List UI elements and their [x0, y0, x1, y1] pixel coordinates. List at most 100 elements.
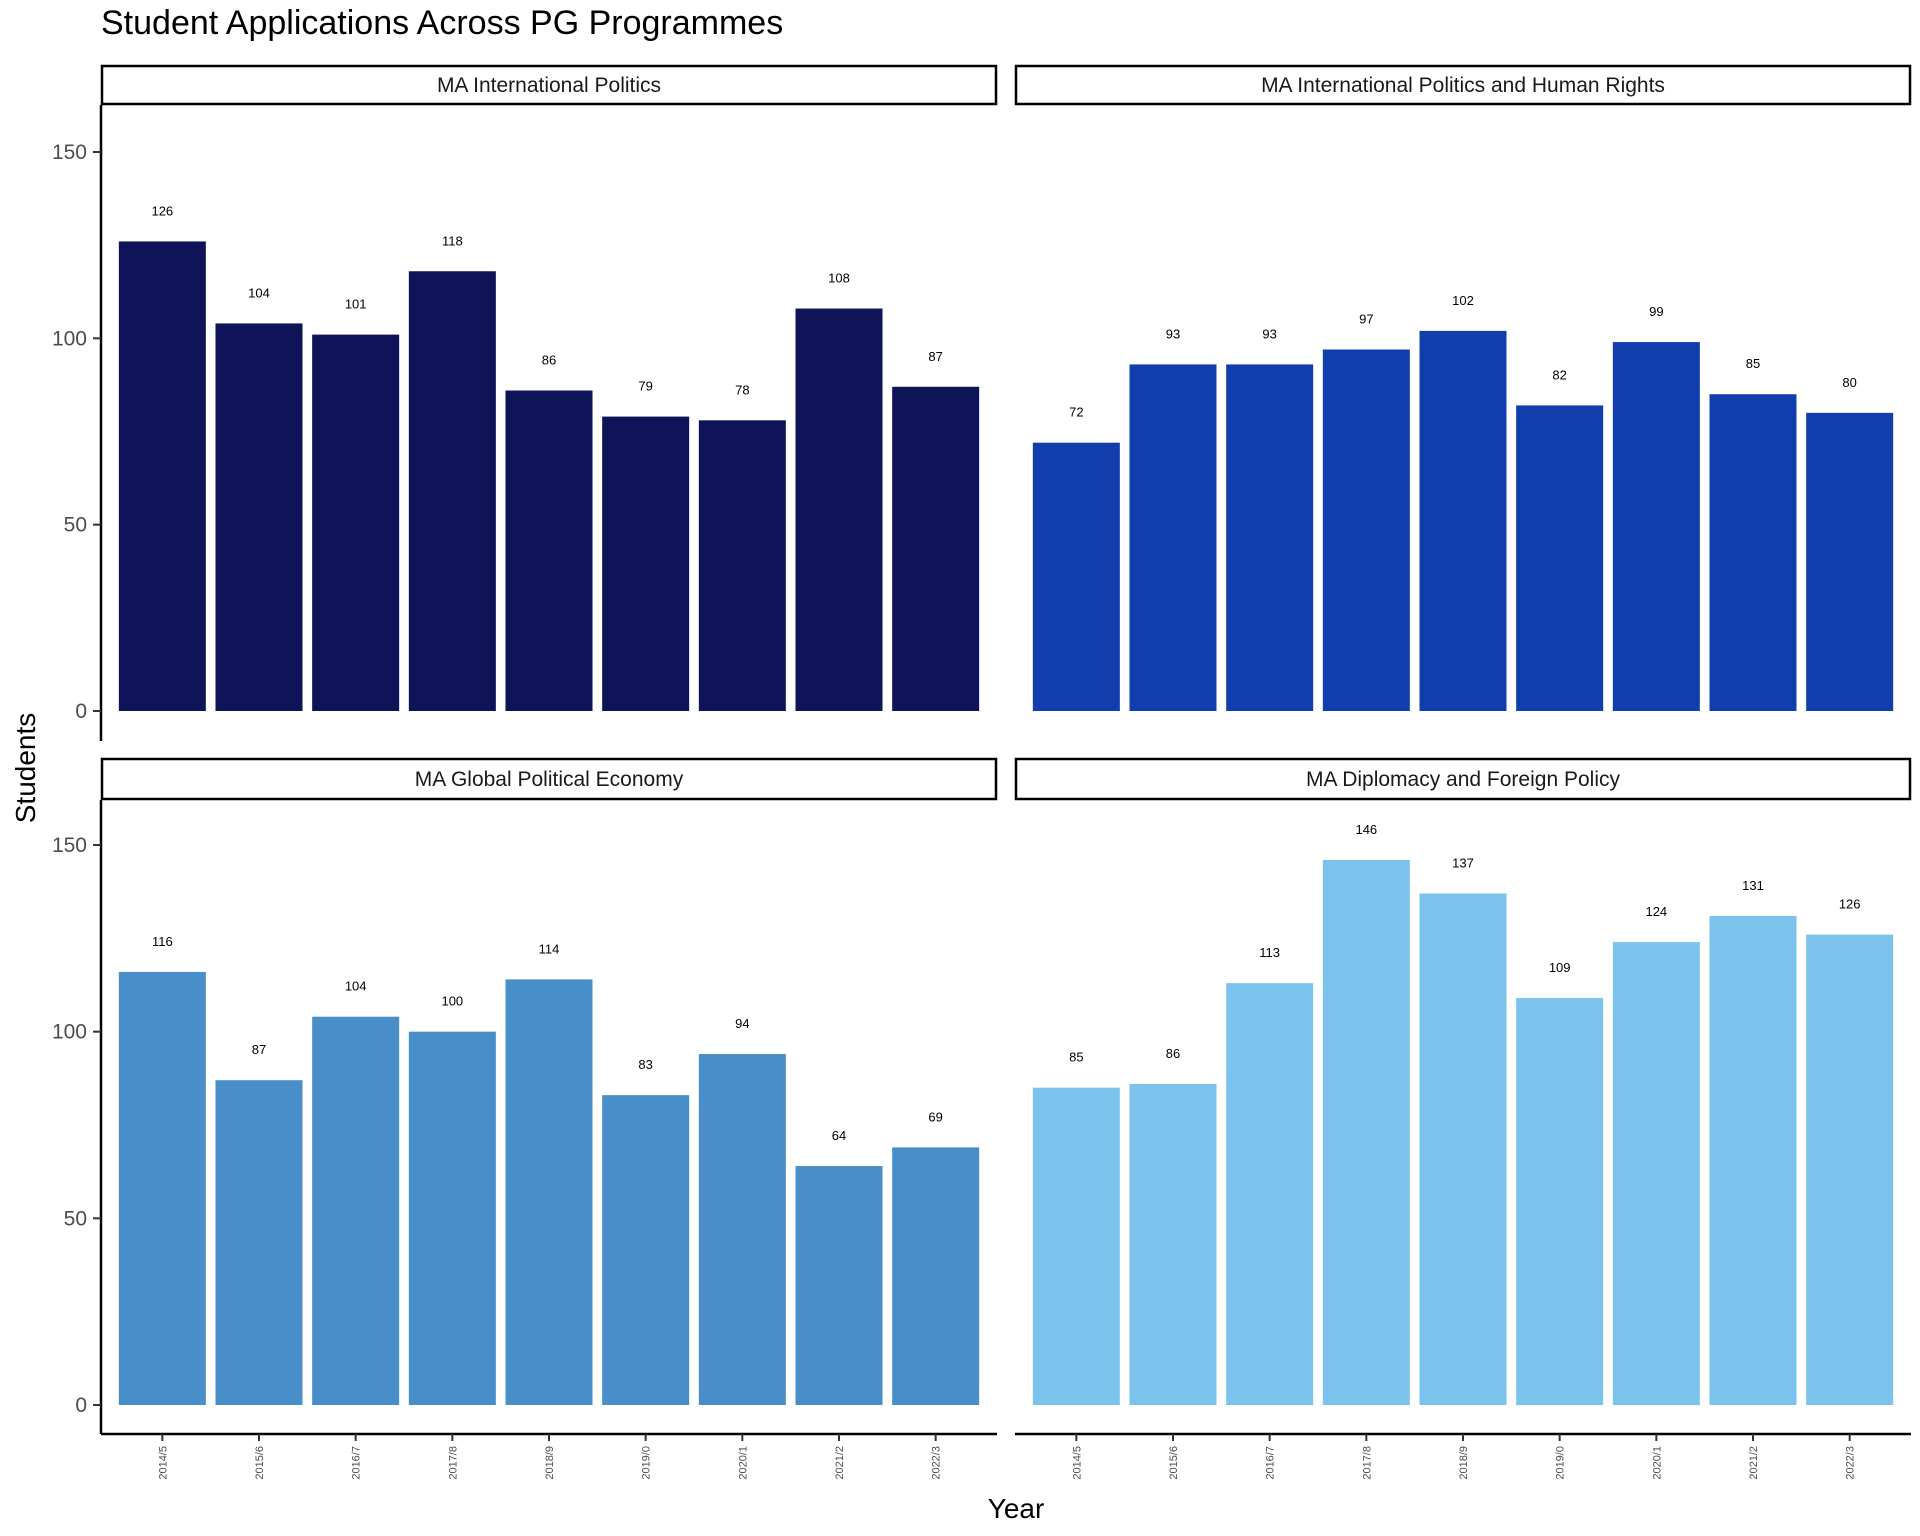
panel-3-x-tick-label-6: 2019/0 [641, 1446, 653, 1480]
panel-2-bar-label-2: 93 [1166, 326, 1180, 341]
panel-1-bar-5 [505, 390, 593, 711]
panel-2-bar-6 [1516, 405, 1604, 711]
panel-1-bar-label-6: 79 [638, 379, 652, 394]
panel-1-bar-label-4: 118 [442, 233, 463, 248]
panel-4-bar-label-2: 86 [1166, 1046, 1180, 1061]
panel-4-bar-label-9: 126 [1839, 897, 1861, 912]
panel-1-bar-4 [408, 271, 496, 711]
panel-1-bar-label-2: 104 [248, 285, 270, 300]
panel-1-bar-6 [602, 416, 690, 711]
panel-1-bar-label-1: 126 [151, 203, 173, 218]
panel-3-strip [100, 757, 998, 801]
panel-3-x-tick-label-8: 2021/2 [834, 1446, 846, 1480]
panel-3-x-tick-label-1: 2014/5 [157, 1446, 169, 1480]
panel-1-y-tick-label-2: 50 [64, 514, 87, 537]
panel-1-bar-7 [698, 420, 786, 711]
panel-3-bar-5 [505, 979, 593, 1405]
panel-3-bar-label-8: 64 [832, 1128, 846, 1143]
panel-2-bar-label-9: 80 [1842, 375, 1856, 390]
panel-1-bar-1 [118, 241, 206, 711]
panel-4-bar-8 [1709, 915, 1797, 1405]
panel-1-bar-2 [215, 323, 303, 711]
panel-4-x-tick-label-8: 2021/2 [1748, 1446, 1760, 1480]
panel-3-y-tick-label-3: 100 [52, 1021, 87, 1044]
panel-1-bar-label-9: 87 [928, 349, 942, 364]
panel-4-bar-9 [1806, 934, 1894, 1405]
x-axis-label: Year [987, 1493, 1045, 1524]
panel-2-bar-label-5: 102 [1452, 293, 1474, 308]
panel-4-bar-label-4: 146 [1355, 822, 1377, 837]
panel-3-bar-label-5: 114 [539, 941, 560, 956]
panel-4-x-tick-label-6: 2019/0 [1555, 1446, 1567, 1480]
panel-4-bar-2 [1129, 1083, 1217, 1405]
panel-1-bar-label-3: 101 [345, 297, 367, 312]
panel-4-bar-4 [1322, 859, 1410, 1405]
panel-2-strip [1014, 64, 1912, 106]
panel-1-bar-8 [795, 308, 883, 711]
panel-1-bar-3 [312, 334, 400, 711]
panel-2-bar-5 [1419, 330, 1507, 711]
panel-2-bar-label-3: 93 [1262, 326, 1276, 341]
panel-3-x-tick-label-3: 2016/7 [351, 1446, 363, 1480]
panel-2-bar-label-7: 99 [1649, 304, 1663, 319]
panel-2-strip-label: MA International Politics and Human Righ… [1261, 74, 1665, 97]
panel-2-bar-label-8: 85 [1746, 356, 1760, 371]
panel-4-bar-label-7: 124 [1645, 904, 1667, 919]
panel-3-bar-8 [795, 1166, 883, 1405]
panel-3-bar-1 [118, 971, 206, 1405]
panel-2-bar-9 [1806, 412, 1894, 711]
panel-3-y-tick-label-4: 150 [52, 834, 87, 857]
panel-4-bar-3 [1226, 983, 1314, 1405]
panel-4-bar-label-1: 85 [1069, 1050, 1083, 1065]
panel-2-bar-label-1: 72 [1069, 405, 1083, 420]
panel-4-bar-6 [1516, 998, 1604, 1405]
panel-4-bar-1 [1032, 1087, 1120, 1405]
panel-1-y-tick-label-3: 100 [52, 327, 87, 350]
panel-3-bar-label-1: 116 [152, 934, 173, 949]
panel-4-x-tick-label-9: 2022/3 [1845, 1446, 1857, 1480]
panel-3-bar-label-9: 69 [928, 1109, 942, 1124]
panel-2-bar-3 [1226, 364, 1314, 711]
panel-1-bar-9 [892, 386, 980, 711]
panel-4-x-tick-label-3: 2016/7 [1265, 1446, 1277, 1480]
panel-2-bar-label-4: 97 [1359, 312, 1373, 327]
panel-4-x-tick-label-2: 2015/6 [1168, 1446, 1180, 1480]
panel-3-bar-9 [892, 1147, 980, 1405]
panel-1-y-tick-label-1: 0 [75, 700, 87, 723]
panel-2-bar-4 [1322, 349, 1410, 711]
panel-4-bar-label-6: 109 [1549, 960, 1571, 975]
chart-title: Student Applications Across PG Programme… [101, 4, 784, 42]
panel-3-bar-2 [215, 1080, 303, 1405]
panel-3-bar-label-4: 100 [441, 994, 463, 1009]
panel-2-bar-2 [1129, 364, 1217, 711]
panel-1-bar-label-5: 86 [542, 353, 556, 368]
panel-1-strip [100, 64, 998, 106]
panel-4-bar-label-8: 131 [1742, 878, 1764, 893]
panel-3-strip-label: MA Global Political Economy [415, 768, 684, 791]
panel-4-x-tick-label-1: 2014/5 [1071, 1446, 1083, 1480]
panel-2-bar-7 [1612, 342, 1700, 711]
panel-3-x-tick-label-4: 2017/8 [447, 1446, 459, 1480]
panel-4-strip [1014, 757, 1912, 801]
panel-2-bar-1 [1032, 442, 1120, 711]
panel-2-bar-label-6: 82 [1552, 367, 1566, 382]
panel-3-bar-3 [312, 1016, 400, 1405]
panel-3-x-tick-label-2: 2015/6 [254, 1446, 266, 1480]
panel-1-strip-label: MA International Politics [437, 74, 661, 97]
panel-3-x-tick-label-5: 2018/9 [544, 1446, 556, 1480]
panel-1-bar-label-7: 78 [735, 382, 749, 397]
panel-3-y-tick-label-2: 50 [64, 1207, 87, 1230]
panel-3-y-tick-label-1: 0 [75, 1394, 87, 1417]
panel-3-bar-label-2: 87 [252, 1042, 266, 1057]
panel-3-bar-7 [698, 1054, 786, 1405]
panel-4-bar-5 [1419, 893, 1507, 1405]
panel-4-bar-label-5: 137 [1452, 856, 1474, 871]
panel-4-x-tick-label-4: 2017/8 [1361, 1446, 1373, 1480]
panel-3-bar-label-3: 104 [345, 979, 367, 994]
panel-3-bar-label-6: 83 [638, 1057, 652, 1072]
panel-4-x-tick-label-5: 2018/9 [1458, 1446, 1470, 1480]
panel-1-bar-label-8: 108 [828, 271, 850, 286]
panel-1-y-tick-label-4: 150 [52, 141, 87, 164]
